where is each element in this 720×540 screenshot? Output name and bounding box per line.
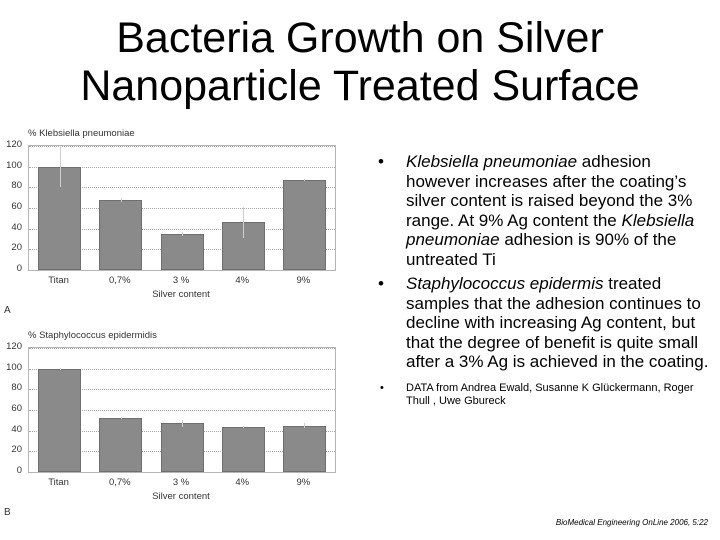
source-text: DATA from Andrea Ewald, Susanne K Glücke… [406, 381, 694, 407]
y-tick-label: 0 [16, 263, 22, 274]
bullet-klebsiella: • Klebsiella pneumoniae adhesion however… [368, 152, 713, 269]
y-tick-label: 20 [11, 444, 22, 456]
x-tick-label: 3 % [172, 275, 190, 286]
gridline [29, 166, 335, 168]
x-axis-label: Silver content [152, 491, 210, 502]
error-bar [304, 179, 306, 182]
bullet-source: • DATA from Andrea Ewald, Susanne K Glüc… [368, 382, 713, 408]
x-tick-label: 4% [235, 477, 250, 488]
x-tick-label: 0,7% [108, 477, 131, 488]
y-tick-label: 20 [11, 242, 22, 254]
bar [38, 368, 82, 472]
species-name: Klebsiella pneumoniae [406, 152, 578, 171]
bullet-staphylococcus: • Staphylococcus epidermis treated sampl… [368, 274, 713, 372]
error-bar [304, 423, 306, 428]
panel-label: A [4, 305, 11, 316]
bullet-icon: • [380, 381, 384, 394]
bar [221, 222, 265, 270]
panel-label: B [4, 507, 11, 518]
chart-staphylococcus: % Staphylococcus epidermidis 0 20 40 60 80 100… [0, 330, 340, 540]
bullet-text: treated samples that the adhesion contin… [406, 274, 709, 371]
error-bar [59, 367, 61, 370]
chart-klebsiella: % Klebsiella pneumoniae 0 20 40 60 80 100 120 Ti… [0, 128, 340, 338]
plot-area [28, 347, 336, 473]
y-tick-label: 100 [6, 361, 22, 373]
bar [99, 418, 143, 472]
bar [282, 425, 326, 472]
y-tick-label: 0 [16, 465, 22, 476]
bar [160, 423, 204, 472]
y-tick-label: 40 [11, 221, 22, 233]
bullet-list: • Klebsiella pneumoniae adhesion however… [368, 152, 713, 413]
x-tick-label: 4% [235, 275, 250, 286]
gridline [29, 187, 335, 189]
gridline [29, 389, 335, 391]
error-bar [243, 425, 245, 428]
gridline [29, 228, 335, 230]
title-line-1: Bacteria Growth on Silver [116, 14, 604, 62]
slide-title: Bacteria Growth on Silver Nanoparticle T… [0, 14, 720, 110]
bar [38, 166, 82, 270]
x-tick-label: 9% [296, 275, 311, 286]
title-line-2: Nanoparticle Treated Surface [80, 62, 640, 110]
error-bar [243, 206, 245, 238]
species-name: Staphylococcus epidermis [406, 274, 604, 293]
citation: BioMedical Engineering OnLine 2006, 5:22 [555, 518, 708, 527]
error-bar [120, 417, 122, 420]
bullet-icon: • [378, 274, 384, 293]
y-tick-label: 60 [11, 201, 22, 212]
plot-area [28, 145, 336, 271]
chart-title: % Klebsiella pneumoniae [28, 128, 135, 139]
gridline [29, 410, 335, 411]
y-tick-label: 80 [11, 180, 22, 192]
y-tick-label: 60 [11, 403, 22, 414]
bar [221, 426, 265, 472]
x-tick-label: Titan [48, 275, 69, 286]
y-tick-label: 120 [6, 341, 22, 352]
bullet-text: adhesion however increases after the coa… [406, 152, 693, 230]
x-tick-label: Titan [48, 477, 69, 488]
gridline [29, 348, 335, 349]
error-bar [120, 197, 122, 202]
bar [282, 180, 326, 270]
y-tick-label: 120 [6, 139, 22, 150]
bullet-icon: • [378, 152, 384, 171]
x-axis-label: Silver content [152, 289, 210, 300]
error-bar [182, 420, 183, 427]
x-tick-label: 9% [296, 477, 311, 488]
bar [160, 233, 204, 270]
bar [99, 199, 143, 270]
error-bar [182, 231, 183, 236]
chart-title: % Staphylococcus epidermidis [28, 330, 157, 341]
gridline [29, 208, 335, 209]
y-tick-label: 100 [6, 159, 22, 171]
x-tick-label: 3 % [172, 477, 190, 488]
error-bar [59, 146, 61, 188]
y-tick-label: 80 [11, 382, 22, 394]
gridline [29, 368, 335, 370]
species-name: Klebsiella pneumoniae [406, 210, 695, 250]
gridline [29, 146, 335, 147]
y-tick-label: 40 [11, 423, 22, 435]
x-tick-label: 0,7% [108, 275, 131, 286]
bullet-text: adhesion is 90% of the untreated Ti [406, 230, 677, 269]
